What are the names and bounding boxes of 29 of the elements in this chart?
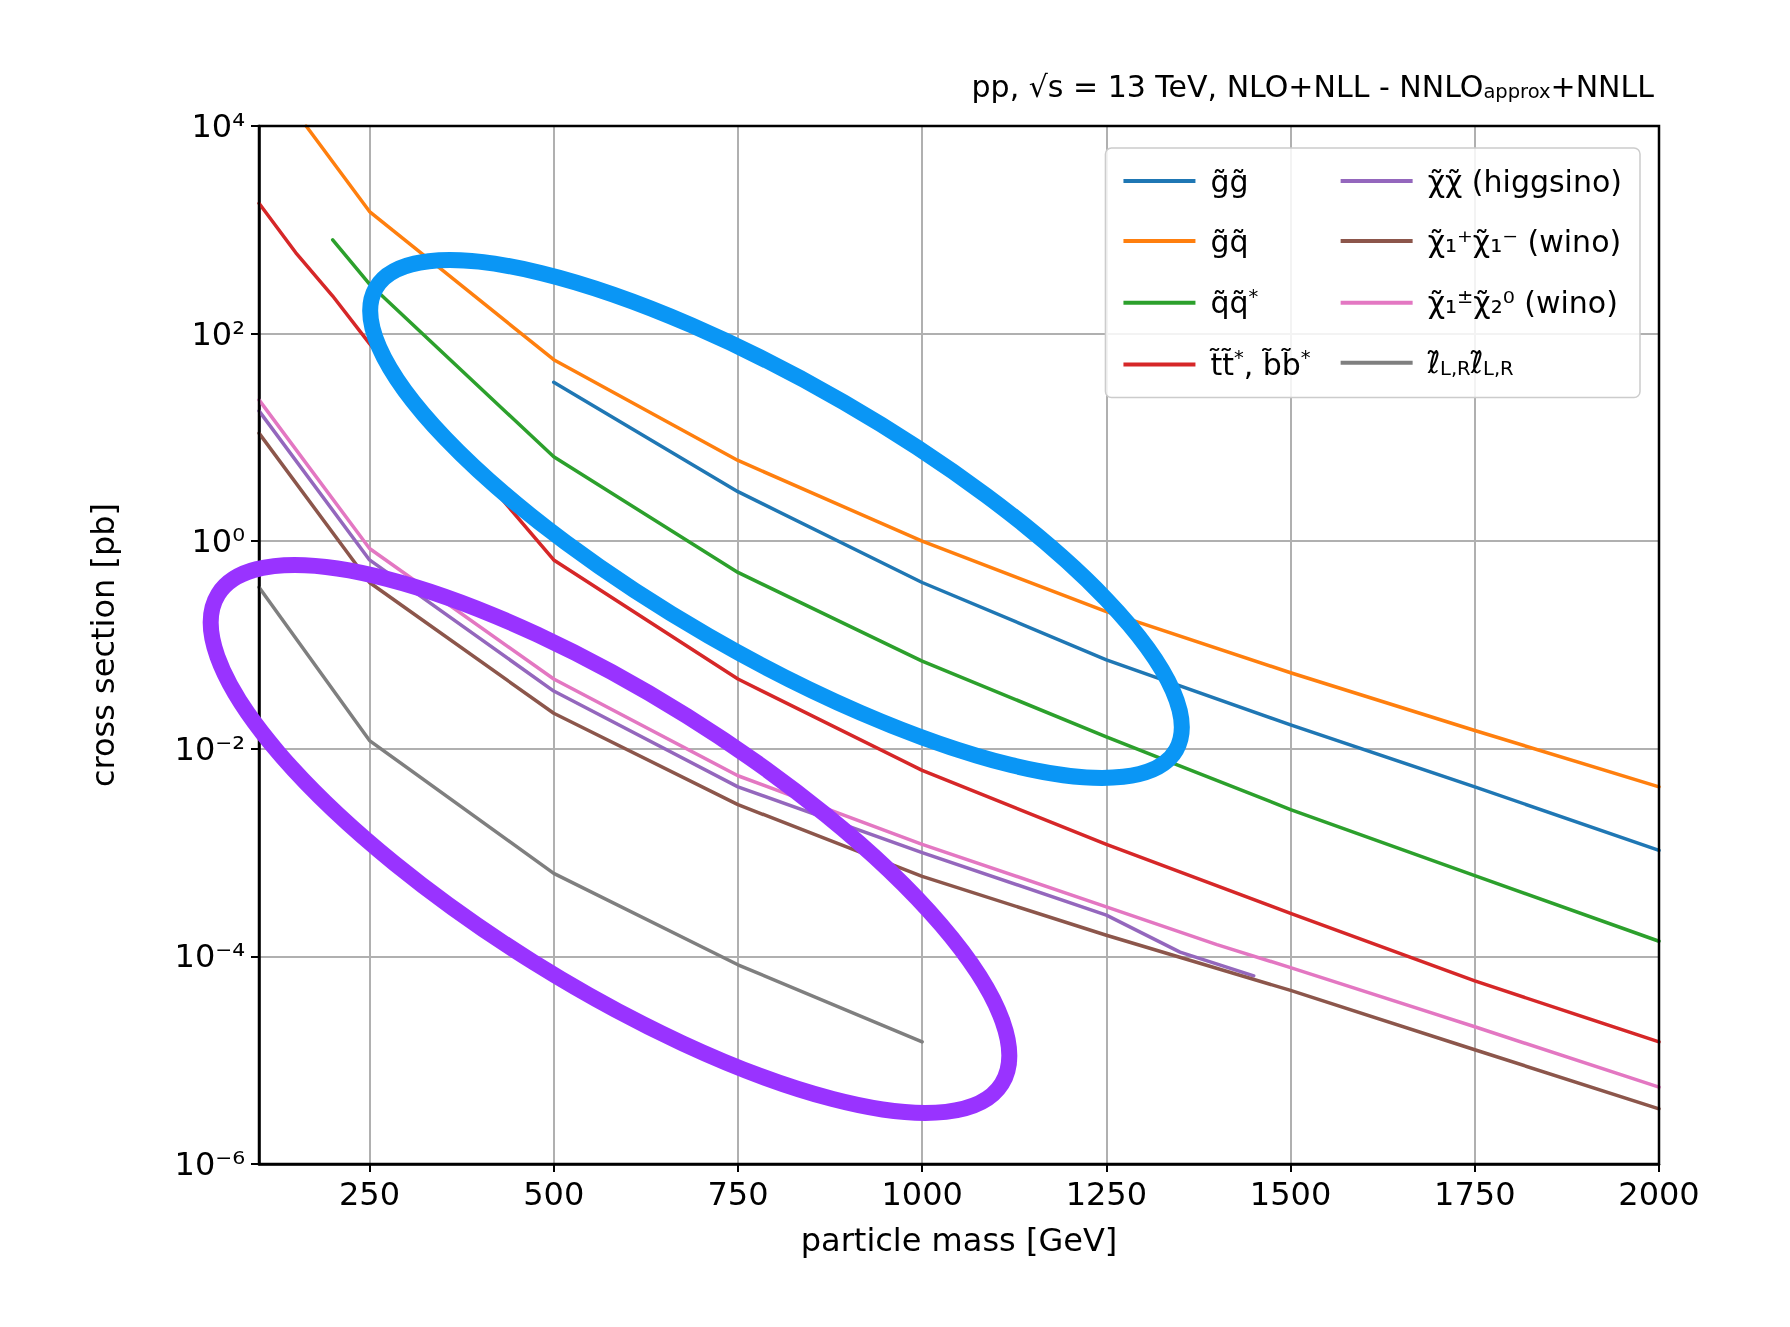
x-tick-label: 750 bbox=[707, 1175, 769, 1213]
line-series bbox=[551, 380, 1661, 853]
line-series bbox=[257, 585, 924, 1044]
chart-title: pp, √s = 13 TeV, NLO+NLL - NNLOapprox+NNLL bbox=[971, 68, 1655, 104]
line-series bbox=[304, 124, 1661, 789]
legend-label: χ̃χ̃ (higgsino) bbox=[1427, 163, 1622, 199]
legend-label: g̃g̃ bbox=[1210, 163, 1249, 199]
x-axis-title: particle mass [GeV] bbox=[800, 1221, 1118, 1259]
y-tick-label: 10⁰ bbox=[191, 522, 245, 561]
y-tick-label: 10⁴ bbox=[191, 107, 245, 145]
legend-label: χ̃₁±χ̃₂⁰ (wino) bbox=[1427, 284, 1618, 321]
x-tick-label: 1250 bbox=[1065, 1175, 1148, 1213]
y-tick-label: 10⁻⁶ bbox=[174, 1145, 245, 1183]
y-tick-label: 10² bbox=[191, 314, 245, 353]
x-tick-label: 2000 bbox=[1618, 1175, 1700, 1213]
legend-label: t̃t̃*, b̃b̃* bbox=[1209, 346, 1311, 382]
line-series bbox=[257, 409, 1256, 978]
legend-label: ℓ̃L,Rℓ̃L,R bbox=[1426, 345, 1514, 381]
x-tick-label: 1000 bbox=[881, 1175, 963, 1213]
legend-label: g̃q̃ bbox=[1210, 223, 1249, 259]
y-tick-label: 10⁻² bbox=[174, 729, 245, 768]
x-tick-label: 500 bbox=[523, 1175, 585, 1213]
y-tick-label: 10⁻⁴ bbox=[174, 937, 245, 976]
legend-label: q̃q̃* bbox=[1210, 284, 1259, 321]
x-tick-label: 1750 bbox=[1434, 1175, 1516, 1213]
y-axis-title: cross section [pb] bbox=[84, 502, 122, 788]
x-tick-label: 250 bbox=[338, 1175, 401, 1213]
legend-label: χ̃₁⁺χ̃₁⁻ (wino) bbox=[1427, 223, 1622, 259]
x-tick-label: 1500 bbox=[1249, 1175, 1332, 1213]
